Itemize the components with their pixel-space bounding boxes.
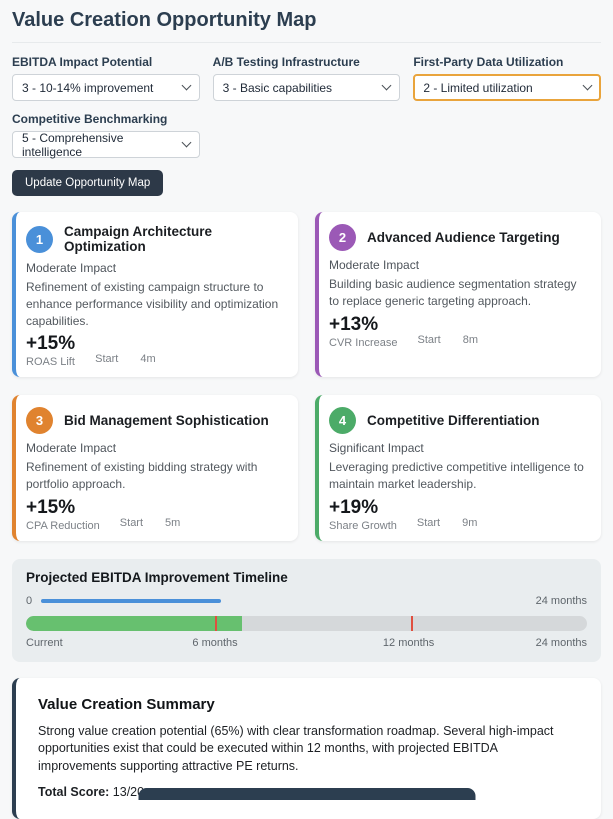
card-title: Advanced Audience Targeting	[367, 230, 560, 245]
metric-label: CVR Increase	[329, 336, 398, 349]
metric-label: CPA Reduction	[26, 519, 100, 532]
ebitda-impact-select-value: 3 - 10-14% improvement	[22, 80, 154, 95]
ebitda-impact-select[interactable]: 3 - 10-14% improvement	[12, 74, 200, 101]
card-description: Refinement of existing campaign structur…	[26, 280, 279, 328]
page-title: Value Creation Opportunity Map	[12, 9, 317, 31]
card-number-badge: 2	[329, 224, 356, 251]
timeline-title: Projected EBITDA Improvement Timeline	[26, 569, 288, 585]
opportunity-card-2: 2 Advanced Audience Targeting Moderate I…	[315, 212, 601, 378]
field-label-ebitda-impact: EBITDA Impact Potential	[12, 55, 153, 69]
start-value: 5m	[165, 516, 181, 529]
metric-value: +19%	[329, 496, 379, 518]
timeline-milestone-tick-12m	[411, 615, 414, 631]
timeline-progress-fill	[26, 615, 242, 631]
chevron-down-icon	[181, 137, 192, 148]
timeline-label-current: Current	[26, 636, 63, 649]
start-label: Start	[416, 516, 441, 529]
total-score-value: 13/20	[112, 785, 145, 800]
timeline-label-24-months: 24 months	[535, 636, 587, 649]
card-number-badge: 4	[329, 407, 356, 435]
timeline-scale-line	[41, 598, 221, 603]
opportunity-card-1: 1 Campaign Architecture Optimization Mod…	[12, 212, 298, 378]
total-score-label: Total Score:	[38, 785, 110, 800]
timeline-label-12-months: 12 months	[382, 636, 435, 649]
field-competitive-benchmarking: Competitive Benchmarking 5 - Comprehensi…	[12, 112, 200, 159]
metric-value: +13%	[329, 313, 379, 335]
card-number-badge: 1	[26, 225, 53, 253]
timeline-label-6-months: 6 months	[192, 636, 238, 649]
start-value: 8m	[462, 333, 478, 346]
card-title: Competitive Differentiation	[367, 413, 540, 429]
timeline-milestone-tick-6m	[215, 615, 218, 631]
competitive-benchmarking-select[interactable]: 5 - Comprehensive intelligence	[12, 130, 200, 159]
metric-label: ROAS Lift	[26, 356, 75, 369]
update-opportunity-map-button[interactable]: Update Opportunity Map	[12, 170, 164, 196]
start-label: Start	[119, 516, 144, 529]
card-description: Refinement of existing bidding strategy …	[26, 460, 258, 492]
timeline-section: Projected EBITDA Improvement Timeline 0 …	[12, 558, 601, 662]
card-description: Leveraging predictive competitive intell…	[329, 460, 584, 492]
opportunity-cards-grid: 1 Campaign Architecture Optimization Mod…	[12, 212, 601, 541]
card-title: Campaign Architecture Optimization	[64, 224, 213, 254]
card-number-badge: 3	[26, 407, 53, 435]
metric-value: +15%	[26, 333, 76, 355]
field-label-first-party-data: First-Party Data Utilization	[413, 55, 564, 69]
bottom-partial-element[interactable]	[138, 788, 475, 800]
field-ebitda-impact: EBITDA Impact Potential 3 - 10-14% impro…	[12, 55, 200, 101]
impact-level: Moderate Impact	[329, 258, 420, 272]
timeline-scale-start: 0	[26, 594, 33, 607]
field-label-ab-testing: A/B Testing Infrastructure	[212, 55, 360, 69]
start-value: 9m	[462, 516, 478, 529]
ab-testing-select-value: 3 - Basic capabilities	[222, 80, 333, 95]
timeline-scale-end: 24 months	[535, 594, 587, 607]
controls-grid: EBITDA Impact Potential 3 - 10-14% impro…	[12, 55, 601, 159]
chevron-down-icon	[181, 80, 192, 91]
chevron-down-icon	[381, 80, 392, 91]
competitive-benchmarking-select-value: 5 - Comprehensive intelligence	[22, 130, 124, 159]
impact-level: Moderate Impact	[26, 441, 117, 456]
field-first-party-data: First-Party Data Utilization 2 - Limited…	[413, 55, 601, 101]
impact-level: Moderate Impact	[26, 261, 117, 275]
ab-testing-select[interactable]: 3 - Basic capabilities	[212, 74, 401, 101]
start-value: 4m	[140, 353, 156, 366]
summary-title: Value Creation Summary	[38, 695, 215, 713]
start-label: Start	[95, 353, 119, 366]
chevron-down-icon	[582, 80, 593, 91]
metric-label: Share Growth	[329, 519, 397, 532]
start-label: Start	[417, 333, 441, 346]
opportunity-card-3: 3 Bid Management Sophistication Moderate…	[12, 395, 298, 541]
field-label-competitive-benchmarking: Competitive Benchmarking	[12, 112, 168, 126]
first-party-data-select[interactable]: 2 - Limited utilization	[413, 74, 601, 101]
field-ab-testing: A/B Testing Infrastructure 3 - Basic cap…	[212, 55, 401, 101]
page-header: Value Creation Opportunity Map	[12, 0, 601, 43]
card-description: Building basic audience segmentation str…	[329, 277, 577, 308]
metric-value: +15%	[26, 496, 76, 518]
summary-body: Strong value creation potential (65%) wi…	[38, 723, 554, 773]
first-party-data-select-value: 2 - Limited utilization	[423, 80, 533, 95]
impact-level: Significant Impact	[329, 441, 424, 456]
opportunity-card-4: 4 Competitive Differentiation Significan…	[315, 395, 601, 541]
card-title: Bid Management Sophistication	[64, 413, 269, 429]
timeline-progress-bar	[26, 615, 587, 631]
